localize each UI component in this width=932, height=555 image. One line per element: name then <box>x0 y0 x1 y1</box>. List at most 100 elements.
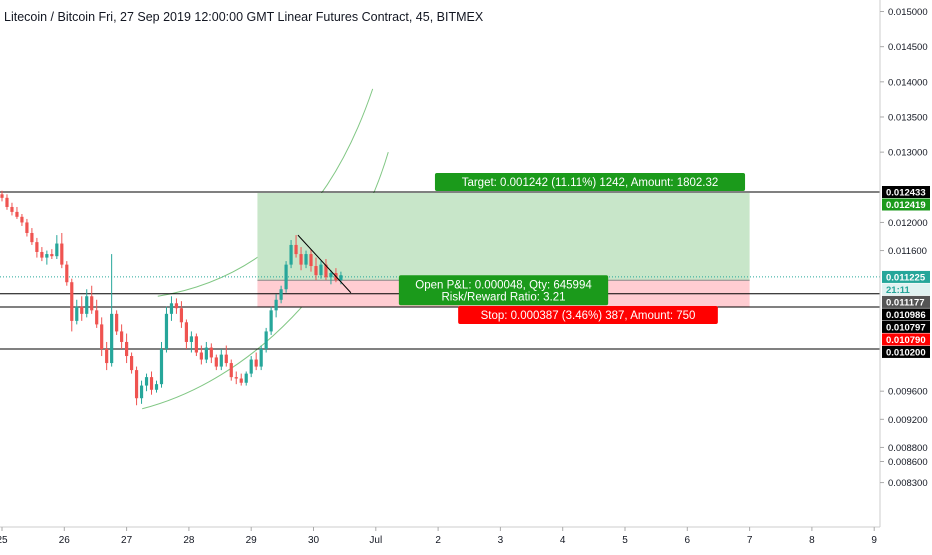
price-label-text: 21:11 <box>886 285 910 296</box>
candle-body <box>269 310 273 332</box>
candle-23 <box>115 310 119 335</box>
candle-27 <box>134 366 139 406</box>
candle-body <box>244 373 248 383</box>
candle-8 <box>40 247 44 262</box>
candle-62 <box>309 249 313 272</box>
price-tick-5: 0.013000 <box>888 148 928 159</box>
price-label-4: 0.011177 <box>882 295 930 308</box>
price-label-text: 0.011177 <box>886 297 925 308</box>
candle-28 <box>139 380 144 404</box>
candle-body <box>169 303 174 314</box>
pnl-label-bg <box>398 275 609 306</box>
price-label-bg <box>882 320 930 333</box>
candles <box>0 190 343 406</box>
candle-14 <box>70 278 74 332</box>
price-label-text: 0.012419 <box>886 200 926 211</box>
candle-body <box>55 243 59 257</box>
time-tick-4: 29 <box>246 535 258 546</box>
candle-29 <box>144 373 149 392</box>
price-label-text: 0.012433 <box>886 188 926 199</box>
candle-3 <box>15 206 19 219</box>
time-tick-12: 7 <box>747 535 753 546</box>
candle-body <box>184 322 189 342</box>
candle-body <box>134 370 139 399</box>
price-label-text: 0.010797 <box>886 322 926 333</box>
candle-body <box>80 306 84 314</box>
candle-55 <box>274 294 278 318</box>
candle-59 <box>294 235 298 258</box>
horizontal-levels <box>0 191 880 350</box>
candle-body <box>234 377 238 379</box>
candle-body <box>105 349 109 364</box>
candle-body <box>279 289 283 300</box>
stop-label-bg <box>458 306 718 324</box>
candle-43 <box>214 354 218 371</box>
candle-39 <box>194 333 198 357</box>
candle-body <box>319 264 323 276</box>
price-label-bg <box>882 333 930 346</box>
price-label-0: 0.012433 <box>882 186 930 199</box>
candle-31 <box>154 380 159 393</box>
position-labels: Target: 0.001242 (11.11%) 1242, Amount: … <box>398 173 746 324</box>
candle-body <box>15 211 19 217</box>
candle-50 <box>249 356 253 378</box>
time-tick-1: 26 <box>59 535 71 546</box>
candle-13 <box>65 261 69 286</box>
price-tick-1: 0.015000 <box>888 7 928 18</box>
candle-body <box>274 299 278 311</box>
target-label-text-1: Target: 0.001242 (11.11%) 1242, Amount: … <box>462 177 719 189</box>
candle-63 <box>314 257 318 281</box>
candle-body <box>120 331 124 342</box>
candle-19 <box>95 299 99 328</box>
candle-body <box>194 336 198 353</box>
candle-body <box>70 282 74 321</box>
candle-47 <box>234 371 238 385</box>
candle-64 <box>319 261 323 279</box>
target-label: Target: 0.001242 (11.11%) 1242, Amount: … <box>434 173 746 191</box>
candle-22 <box>110 254 114 367</box>
price-label-3: 21:11 <box>882 283 930 296</box>
candle-26 <box>129 352 134 374</box>
candle-35 <box>174 298 179 314</box>
candle-37 <box>184 319 189 349</box>
candle-body <box>139 385 144 399</box>
time-tick-2: 27 <box>121 535 133 546</box>
candle-body <box>299 254 303 265</box>
candle-49 <box>244 371 248 386</box>
price-tick-12: 0.008300 <box>888 478 928 489</box>
candle-5 <box>25 218 29 237</box>
stop-label-text-1: Stop: 0.000387 (3.46%) 387, Amount: 750 <box>481 310 696 322</box>
candle-body <box>25 222 29 233</box>
candle-body <box>159 349 164 385</box>
price-tick-2: 0.014500 <box>888 42 928 53</box>
candle-33 <box>164 306 169 353</box>
price-label-bg <box>882 283 930 296</box>
candle-16 <box>80 296 84 321</box>
candle-body <box>309 254 313 267</box>
time-tick-10: 5 <box>622 535 628 546</box>
candle-34 <box>169 296 174 321</box>
candle-body <box>10 206 14 212</box>
price-tick-10: 0.008800 <box>888 443 928 454</box>
candle-2 <box>10 202 14 216</box>
candle-46 <box>229 359 233 381</box>
candle-65 <box>324 259 328 281</box>
candle-body <box>199 352 203 360</box>
price-tick-4: 0.013500 <box>888 112 928 123</box>
candle-30 <box>149 371 154 395</box>
candle-1 <box>5 194 9 210</box>
candle-body <box>95 310 99 325</box>
candle-body <box>35 242 39 252</box>
time-axis: 25 26 27 28 29 30 Jul 2 3 4 5 6 7 8 9 <box>0 526 880 546</box>
candle-0 <box>0 190 4 202</box>
candle-body <box>209 347 213 358</box>
candle-15 <box>75 299 79 325</box>
candle-57 <box>284 261 288 293</box>
candle-body <box>144 377 149 386</box>
candle-11 <box>55 235 59 260</box>
candle-body <box>264 331 268 349</box>
candle-body <box>324 264 328 278</box>
candle-12 <box>60 232 64 269</box>
